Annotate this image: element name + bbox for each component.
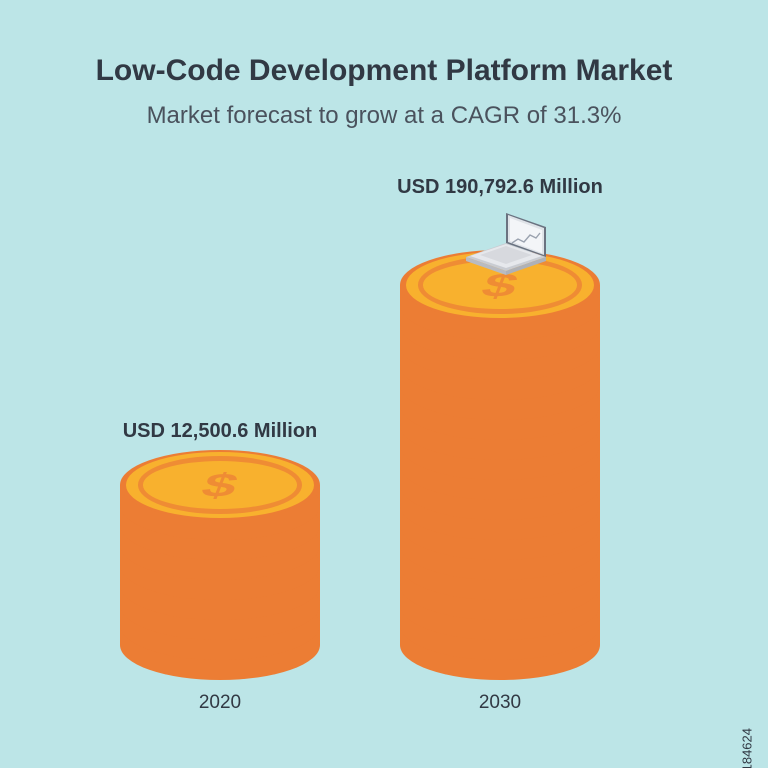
year-label-year-2030: 2030 (440, 692, 560, 714)
year-label-year-2020: 2020 (160, 692, 280, 714)
coin: $ (120, 450, 320, 540)
laptop-icon (462, 213, 550, 275)
chart-title: Low-Code Development Platform Market (0, 54, 768, 88)
coin-stack-year-2020: $ (120, 450, 320, 680)
infographic-canvas: Low-Code Development Platform Market Mar… (0, 0, 768, 768)
value-label-year-2030: USD 190,792.6 Million (350, 176, 650, 199)
coin-stack-year-2030: $ (400, 250, 600, 680)
source-citation: Source: https://www.researchandmarkets.c… (739, 728, 754, 768)
value-label-year-2020: USD 12,500.6 Million (70, 420, 370, 443)
chart-subtitle: Market forecast to grow at a CAGR of 31.… (0, 102, 768, 130)
